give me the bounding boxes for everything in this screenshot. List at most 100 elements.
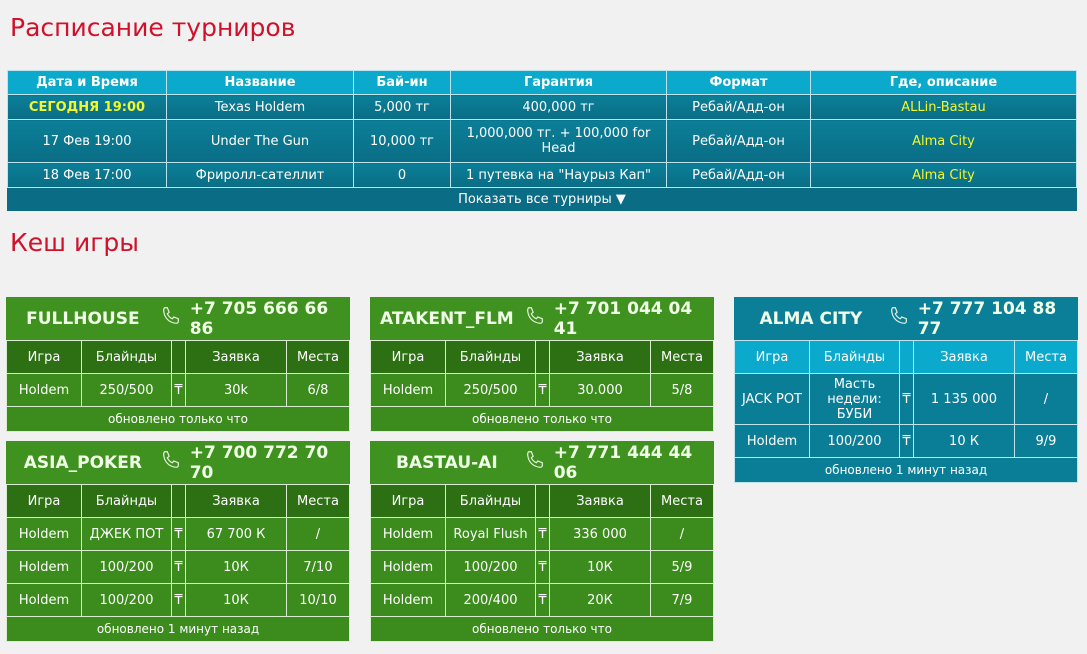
schedule-row: СЕГОДНЯ 19:00 Texas Holdem 5,000 тг 400,000… — [7, 94, 1077, 120]
cell-where[interactable]: Alma City — [810, 162, 1077, 188]
currency-tenge: ₸ — [535, 550, 550, 584]
col-header: Игра — [6, 484, 82, 518]
phone-icon — [160, 305, 182, 332]
currency-tenge: ₸ — [535, 583, 550, 617]
club-phone: +7 705 666 66 86 — [189, 298, 329, 339]
col-guarantee: Гарантия — [450, 70, 667, 95]
card-header: ATAKENT_FLM +7 701 044 04 41 — [370, 297, 714, 340]
cell-guarantee: 1 путевка на "Наурыз Кап" — [450, 162, 667, 188]
cell-guarantee: 400,000 тг — [450, 94, 667, 120]
game-row: Holdem 250/500 ₸ 30.000 5/8 — [370, 373, 714, 407]
cash-game-card: BASTAU-AI +7 771 444 44 06 Игра Блайнды Заяв… — [370, 441, 714, 642]
game-row: Holdem 100/200 ₸ 10К 5/9 — [370, 550, 714, 584]
seats: 5/9 — [650, 550, 714, 584]
game-row: JACK POT Масть недели: БУБИ ₸ 1 135 000 … — [734, 373, 1078, 425]
show-all-tournaments-button[interactable]: Показать все турниры ▼ — [7, 187, 1077, 211]
cell-where[interactable]: ALLin-Bastau — [810, 94, 1077, 120]
col-header: Заявка — [549, 484, 651, 518]
cell-date: СЕГОДНЯ 19:00 — [7, 94, 167, 120]
card-header-row: Игра Блайнды Заявка Места — [6, 340, 350, 374]
cell-format: Ребай/Адд-он — [666, 119, 811, 163]
cell-date: 17 Фев 19:00 — [7, 119, 167, 163]
request: 30.000 — [549, 373, 651, 407]
game-type: JACK POT — [734, 373, 810, 425]
blinds: Масть недели: БУБИ — [809, 373, 900, 425]
game-row: Holdem Royal Flush ₸ 336 000 / — [370, 517, 714, 551]
card-header-row: Игра Блайнды Заявка Места — [6, 484, 350, 518]
updated-status: обновлено 1 минут назад — [734, 457, 1078, 483]
col-header: Блайнды — [445, 484, 536, 518]
game-type: Holdem — [6, 550, 82, 584]
seats: / — [286, 517, 350, 551]
club-phone: +7 701 044 04 41 — [553, 298, 693, 339]
currency-tenge: ₸ — [899, 424, 914, 458]
request: 67 700 К — [185, 517, 287, 551]
currency-tenge: ₸ — [171, 517, 186, 551]
col-header: Игра — [370, 340, 446, 374]
club-name: FULLHOUSE — [26, 308, 140, 329]
phone-link[interactable]: +7 777 104 88 77 — [888, 299, 1078, 339]
blinds: 100/200 — [809, 424, 900, 458]
updated-status: обновлено только что — [370, 616, 714, 642]
col-header — [171, 340, 186, 374]
col-header: Игра — [6, 340, 82, 374]
blinds: 100/200 — [81, 583, 172, 617]
currency-tenge: ₸ — [535, 517, 550, 551]
schedule-row: 17 Фев 19:00 Under The Gun 10,000 тг 1,000,… — [7, 119, 1077, 163]
cell-buyin: 5,000 тг — [353, 94, 451, 120]
blinds: 100/200 — [81, 550, 172, 584]
col-header: Блайнды — [81, 340, 172, 374]
cell-where[interactable]: Alma City — [810, 119, 1077, 163]
phone-link[interactable]: +7 700 772 70 70 — [160, 443, 350, 483]
card-header: BASTAU-AI +7 771 444 44 06 — [370, 441, 714, 484]
request: 20К — [549, 583, 651, 617]
blinds: 250/500 — [81, 373, 172, 407]
club-name: ASIA_POKER — [23, 452, 142, 473]
cash-game-card: ATAKENT_FLM +7 701 044 04 41 Игра Блайнды За… — [370, 297, 714, 432]
game-type: Holdem — [6, 583, 82, 617]
club-phone: +7 771 444 44 06 — [553, 442, 693, 483]
col-header: Заявка — [913, 340, 1015, 374]
col-format: Формат — [666, 70, 811, 95]
phone-link[interactable]: +7 705 666 66 86 — [160, 299, 350, 339]
currency-tenge: ₸ — [171, 550, 186, 584]
col-date: Дата и Время — [7, 70, 167, 95]
col-header — [171, 484, 186, 518]
seats: 7/9 — [650, 583, 714, 617]
col-header: Игра — [370, 484, 446, 518]
card-header: FULLHOUSE +7 705 666 66 86 — [6, 297, 350, 340]
cell-guarantee: 1,000,000 тг. + 100,000 for Head — [450, 119, 667, 163]
blinds: 250/500 — [445, 373, 536, 407]
card-header-row: Игра Блайнды Заявка Места — [370, 340, 714, 374]
request: 1 135 000 — [913, 373, 1015, 425]
col-header: Места — [650, 340, 714, 374]
blinds: 200/400 — [445, 583, 536, 617]
game-row: Holdem ДЖЕК ПОТ ₸ 67 700 К / — [6, 517, 350, 551]
blinds: Royal Flush — [445, 517, 536, 551]
col-buyin: Бай-ин — [353, 70, 451, 95]
col-header: Заявка — [185, 484, 287, 518]
game-row: Holdem 100/200 ₸ 10К 7/10 — [6, 550, 350, 584]
club-name: ALMA CITY — [759, 308, 863, 329]
col-header: Блайнды — [81, 484, 172, 518]
phone-icon — [524, 305, 546, 332]
phone-icon — [888, 305, 910, 332]
currency-tenge: ₸ — [535, 373, 550, 407]
game-type: Holdem — [6, 517, 82, 551]
currency-tenge: ₸ — [171, 373, 186, 407]
phone-link[interactable]: +7 771 444 44 06 — [524, 443, 714, 483]
phone-icon — [160, 449, 182, 476]
club-name: BASTAU-AI — [396, 452, 498, 473]
updated-status: обновлено только что — [370, 406, 714, 432]
cell-buyin: 0 — [353, 162, 451, 188]
club-name: ATAKENT_FLM — [379, 308, 514, 329]
col-header: Места — [286, 340, 350, 374]
phone-link[interactable]: +7 701 044 04 41 — [524, 299, 714, 339]
request: 10 К — [913, 424, 1015, 458]
cash-game-card: ASIA_POKER +7 700 772 70 70 Игра Блайнды Зая… — [6, 441, 350, 642]
cell-date: 18 Фев 17:00 — [7, 162, 167, 188]
game-type: Holdem — [6, 373, 82, 407]
cash-game-card: FULLHOUSE +7 705 666 66 86 Игра Блайнды Заяв… — [6, 297, 350, 432]
seats: 9/9 — [1014, 424, 1078, 458]
col-name: Название — [166, 70, 354, 95]
